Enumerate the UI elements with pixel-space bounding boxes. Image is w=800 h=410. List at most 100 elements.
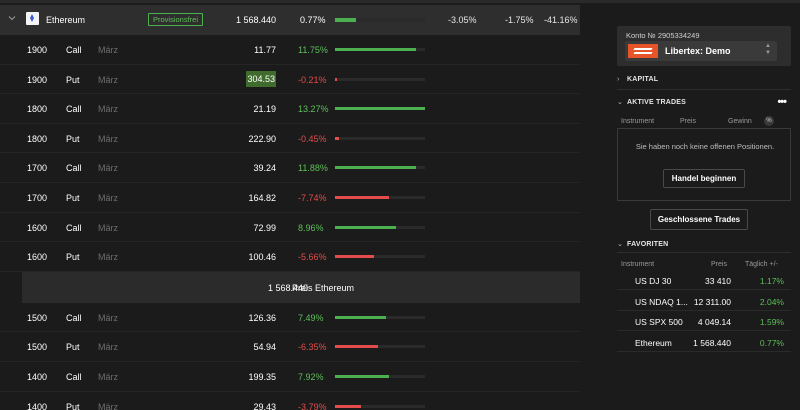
change-bar xyxy=(335,404,425,408)
option-change: 7.92% xyxy=(298,372,324,382)
option-row[interactable]: 1800 Put März 222.90 -0.45% xyxy=(0,124,580,154)
favorite-row[interactable]: US DJ 30 33 410 1.17% xyxy=(617,270,791,290)
option-row[interactable]: 1600 Put März 100.46 -5.66% xyxy=(0,242,580,272)
option-row[interactable]: 1900 Call März 11.77 11.75% xyxy=(0,35,580,65)
strike-price: 1800 xyxy=(27,104,48,115)
option-change: 11.75% xyxy=(298,45,328,55)
account-selector[interactable]: Libertex: Demo ▲ ▼ xyxy=(625,41,777,61)
option-row[interactable]: 1800 Call März 21.19 13.27% xyxy=(0,94,580,124)
option-row[interactable]: 1700 Call März 39.24 11.88% xyxy=(0,153,580,183)
expiry-month: März xyxy=(98,312,118,323)
change-bar xyxy=(335,315,425,319)
favorite-price: 12 311.00 xyxy=(693,296,731,307)
strike-price: 1500 xyxy=(27,312,48,323)
option-change: -0.45% xyxy=(298,133,327,144)
favorite-daily-change: 1.17% xyxy=(759,276,784,286)
change-bar xyxy=(335,107,425,111)
option-row[interactable]: 1400 Call März 199.35 7.92% xyxy=(0,362,580,392)
expiry-month: März xyxy=(98,104,118,115)
change-bar-fill xyxy=(335,77,337,81)
change-bar-fill xyxy=(335,18,356,22)
expiry-month: März xyxy=(98,74,118,85)
start-trading-button[interactable]: Handel beginnen xyxy=(663,169,745,188)
instrument-header-row[interactable]: Ethereum Provisionsfrei 1 568.440 0.77% … xyxy=(0,5,580,35)
option-price: 54.94 xyxy=(253,342,276,353)
section-active-trades-label: AKTIVE TRADES xyxy=(627,99,686,106)
option-type: Call xyxy=(66,372,82,382)
option-price: 39.24 xyxy=(253,163,276,174)
option-row[interactable]: 1400 Put März 29.43 -3.79% xyxy=(0,392,580,410)
option-change: -7.74% xyxy=(298,193,327,203)
strike-price: 1600 xyxy=(27,222,48,233)
change-bar-fill xyxy=(335,404,362,408)
favorite-row[interactable]: US SPX 500 4 049.14 1.59% xyxy=(617,311,791,331)
strike-price: 1900 xyxy=(27,74,48,85)
option-type: Put xyxy=(66,74,80,85)
strike-price: 1500 xyxy=(27,342,48,353)
performance-3: -41.16% xyxy=(544,15,578,25)
fav-col-daily: Täglich +/- xyxy=(745,261,778,268)
options-table: Ethereum Provisionsfrei 1 568.440 0.77% … xyxy=(0,5,580,410)
strike-price: 1900 xyxy=(27,45,48,55)
favorite-daily-change: 1.59% xyxy=(759,317,784,327)
change-bar-fill xyxy=(335,225,397,229)
option-change: 8.96% xyxy=(298,222,324,233)
option-change: 13.27% xyxy=(298,104,329,115)
chevron-down-icon: ⌄ xyxy=(617,241,624,248)
fav-col-price: Preis xyxy=(711,261,727,268)
strike-price: 1800 xyxy=(27,133,48,144)
expiry-month: März xyxy=(98,163,118,174)
expiry-month: März xyxy=(98,45,118,55)
favorite-name: US DJ 30 xyxy=(635,276,672,286)
option-price: 72.99 xyxy=(253,222,276,233)
change-bar-fill xyxy=(335,166,416,170)
option-row[interactable]: 1600 Call März 72.99 8.96% xyxy=(0,213,580,243)
change-bar xyxy=(335,48,425,51)
change-bar-fill xyxy=(335,255,374,259)
section-kapital[interactable]: › KAPITAL xyxy=(617,76,791,83)
instrument-name: Ethereum xyxy=(46,15,86,25)
change-bar-fill xyxy=(335,345,379,349)
option-type: Call xyxy=(66,45,82,55)
more-options-icon[interactable]: ••• xyxy=(777,96,787,108)
option-row[interactable]: 1900 Put März 304.53 -0.21% xyxy=(0,65,580,95)
no-positions-box: Sie haben noch keine offenen Positionen.… xyxy=(617,128,791,201)
libertex-logo-icon xyxy=(628,44,658,58)
commission-free-badge: Provisionsfrei xyxy=(148,13,204,26)
option-type: Put xyxy=(66,193,80,203)
account-name: Libertex: Demo xyxy=(665,46,731,56)
closed-trades-button[interactable]: Geschlossene Trades xyxy=(650,209,748,230)
option-row[interactable]: 1500 Put März 54.94 -6.35% xyxy=(0,332,580,362)
option-price: 199.35 xyxy=(248,372,276,382)
option-row[interactable]: 1700 Put März 164.82 -7.74% xyxy=(0,183,580,213)
option-row[interactable]: 1500 Call März 126.36 7.49% xyxy=(0,303,580,333)
change-bar-fill xyxy=(335,107,425,111)
expiry-month: März xyxy=(98,342,118,353)
change-bar-fill xyxy=(335,136,339,140)
option-change: 7.49% xyxy=(298,312,324,323)
chevron-down-icon[interactable] xyxy=(8,14,16,22)
favorite-row[interactable]: Ethereum 1 568.440 0.77% xyxy=(617,332,791,352)
option-type: Call xyxy=(66,222,82,233)
strike-price: 1400 xyxy=(27,401,48,410)
favorite-row[interactable]: US NDAQ 1... 12 311.00 2.04% xyxy=(617,291,791,311)
performance-1: -3.05% xyxy=(448,15,477,25)
divider xyxy=(617,252,791,253)
current-price-row: 1 568.440 Preis Ethereum xyxy=(22,271,580,303)
option-type: Put xyxy=(66,342,80,353)
favorite-name: Ethereum xyxy=(635,337,672,348)
change-bar xyxy=(335,375,425,378)
favorite-name: US SPX 500 xyxy=(635,317,683,327)
currency-toggle[interactable]: % xyxy=(764,116,774,126)
section-active-trades[interactable]: ⌄ AKTIVE TRADES ••• xyxy=(617,96,791,108)
current-price-label: Preis Ethereum xyxy=(292,282,355,293)
fav-col-instrument: Instrument xyxy=(621,261,655,268)
change-bar xyxy=(335,136,425,140)
strike-price: 1400 xyxy=(27,372,48,382)
option-price: 304.53 xyxy=(246,70,276,87)
option-price: 222.90 xyxy=(248,133,276,144)
change-bar xyxy=(335,225,425,229)
change-bar xyxy=(335,345,425,349)
favorite-daily-change: 2.04% xyxy=(759,296,784,307)
section-favorites[interactable]: ⌄ FAVORITEN xyxy=(617,240,791,248)
